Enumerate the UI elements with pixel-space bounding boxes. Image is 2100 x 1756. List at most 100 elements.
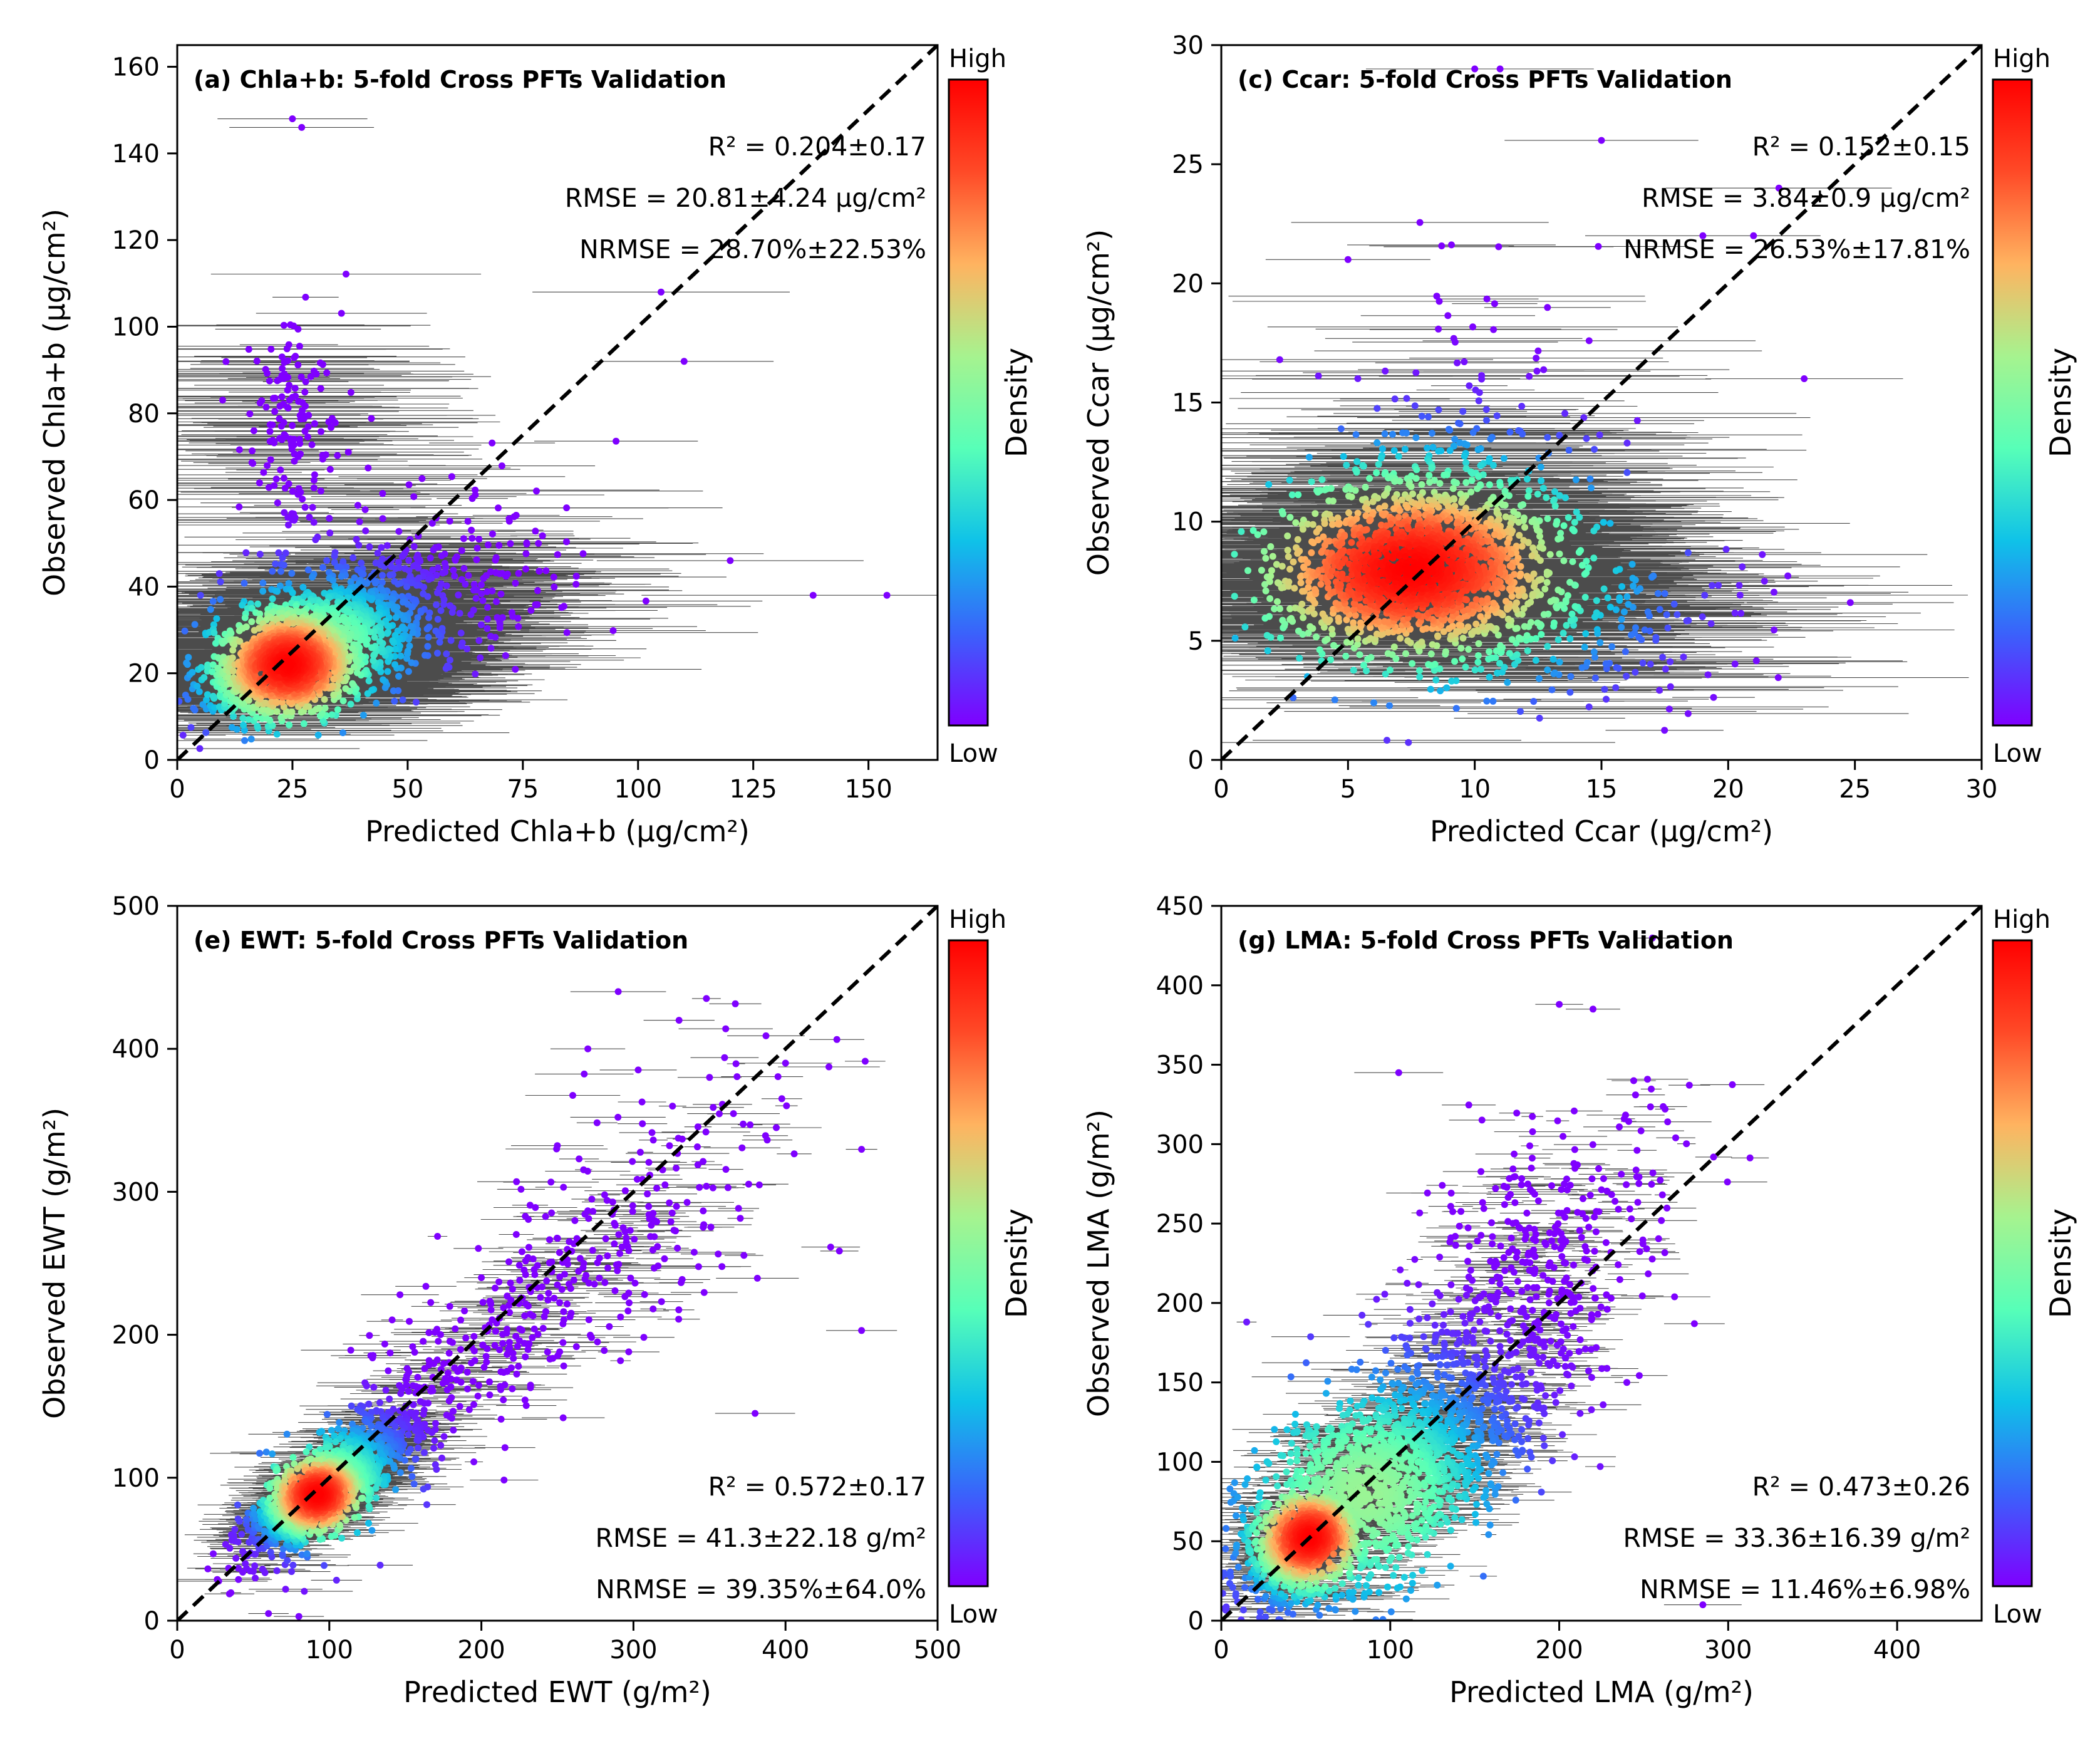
panel-c-point [1644,608,1652,616]
panel-e-point [580,1166,587,1173]
panel-a-point [254,722,261,730]
panel-a-point [260,469,267,476]
panel-c-point [1622,648,1629,655]
panel-c-point [1391,478,1399,485]
panel-a-point [446,517,453,525]
panel-c-point [1329,521,1336,528]
panel-c-point [1532,657,1539,664]
panel-a-point [185,653,192,661]
panel-a-point [405,557,413,564]
panel-e-point [703,1183,710,1190]
panel-c-point [1501,663,1508,671]
panel-e-point [558,1286,566,1293]
panel-c-point [1304,559,1311,566]
panel-a-point [373,699,380,707]
panel-c-point [1569,526,1576,533]
panel-e-point [825,1063,832,1071]
panel-e-point [526,1202,534,1209]
panel-a-point [326,514,333,522]
panel-e-point [482,1353,490,1360]
panel-c-xtick-label: 25 [1839,775,1871,804]
panel-c-point [1593,597,1600,605]
panel-c-point [1471,65,1479,73]
panel-a-point [417,608,425,616]
panel-c-colorbar-high: High [1993,44,2051,73]
panel-c-point [1683,617,1690,625]
panel-c-point [1492,647,1500,655]
panel-c-point [1423,528,1430,536]
panel-a-point [297,415,304,423]
panel-c-point [1453,520,1461,527]
panel-c-point [1325,538,1333,545]
panel-a-point [428,519,436,527]
panel-c-point [1553,603,1560,610]
panel-c-point [1661,590,1668,597]
panel-e-point [567,1285,574,1292]
panel-c-point [1266,578,1273,585]
panel-a-point [351,620,358,627]
panel-c-point [1451,658,1459,665]
panel-c-point [1357,603,1364,610]
panel-a-point [366,543,373,551]
panel-e-point [396,1291,404,1299]
panel-e-point [434,1233,442,1240]
panel-e-point [861,1057,869,1065]
panel-a-point [480,574,487,582]
panel-a-point [423,625,431,633]
panel-a-point [330,691,338,699]
panel-c-point [1604,594,1611,601]
panel-c-point [1329,497,1337,505]
panel-c-point [1396,552,1403,559]
panel-c-point [1446,447,1454,454]
panel-c-point [1353,458,1361,465]
panel-e-point [509,1349,517,1357]
panel-a-point [452,556,459,564]
panel-c-point [1568,610,1576,618]
panel-e-points [204,988,869,1620]
panel-e-point [835,1247,843,1255]
panel-c-point [1586,475,1594,482]
panel-a-point [250,427,257,434]
panel-e-point [617,1313,624,1321]
panel-c-point [1260,528,1268,536]
panel-a-point [727,557,734,564]
panel-e-point [527,1384,534,1391]
panel-c-point [1451,338,1459,346]
panel-c-point [1425,661,1432,668]
panel-c-point [1673,611,1681,618]
panel-c-point [1430,667,1438,674]
panel-c-point [1680,653,1687,661]
panel-c-point [1484,623,1492,630]
panel-a-point [256,399,264,407]
panel-c-point [1396,477,1404,485]
panel-a-point [204,691,211,699]
panel-c-point [1342,556,1348,563]
panel-a-point [291,385,299,392]
panel-c-point [1446,427,1454,434]
panel-e-point [762,1032,770,1039]
panel-c-point [1612,606,1620,613]
panel-a-point [269,568,276,575]
panel-c-point [1468,601,1476,609]
panel-a-point [424,643,432,650]
panel-c-point [1464,623,1472,631]
panel-a-point [376,638,384,645]
panel-c-point [1335,521,1343,528]
panel-e-point [589,1247,596,1254]
panel-c-point [1266,595,1274,602]
panel-e-point [747,1121,754,1128]
panel-a-point [468,495,476,502]
panel-c-point [1416,219,1424,226]
panel-a-point [235,503,243,511]
panel-c-point [1539,484,1547,492]
panel-a-point [443,582,450,590]
panel-e-point [560,1308,567,1316]
panel-a-point [434,589,441,596]
panel-e-point [634,1066,642,1074]
panel-a-point [398,553,406,560]
panel-a-point [487,633,494,640]
panel-e-point [640,1334,648,1341]
panel-e-point [446,1302,453,1310]
panel-a-point [371,579,379,587]
panel-c-point [1357,619,1364,626]
